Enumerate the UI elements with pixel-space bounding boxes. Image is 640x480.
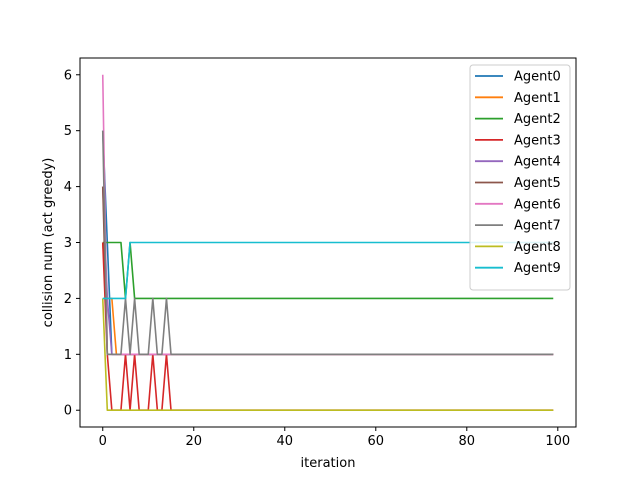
legend-label: Agent2 bbox=[514, 112, 561, 127]
x-tick-label: 80 bbox=[459, 434, 476, 449]
y-tick-label: 3 bbox=[64, 236, 72, 251]
legend-label: Agent4 bbox=[514, 155, 561, 170]
x-tick-label: 0 bbox=[99, 434, 107, 449]
y-tick-label: 1 bbox=[64, 348, 72, 363]
y-axis-ticks: 0 1 2 3 4 5 6 bbox=[64, 68, 80, 419]
y-axis-label: collision num (act greedy) bbox=[41, 158, 56, 328]
y-tick-label: 4 bbox=[64, 180, 72, 195]
series-layer bbox=[101, 74, 554, 412]
y-tick-label: 5 bbox=[64, 124, 72, 139]
y-tick-label: 0 bbox=[64, 404, 72, 419]
legend-label: Agent7 bbox=[514, 219, 561, 234]
legend-label: Agent0 bbox=[514, 70, 561, 85]
legend-box bbox=[469, 64, 571, 291]
legend-label: Agent6 bbox=[514, 197, 561, 212]
series-line-agent7 bbox=[101, 130, 554, 356]
y-tick-label: 2 bbox=[64, 292, 72, 307]
legend-label: Agent8 bbox=[514, 240, 561, 255]
legend-label: Agent5 bbox=[514, 176, 561, 191]
y-tick-label: 6 bbox=[64, 68, 72, 83]
series-line-agent9 bbox=[102, 241, 554, 300]
legend: Agent0 Agent1 Agent2 Agent3 Agent4 Agent5 Agen… bbox=[469, 64, 571, 291]
legend-label: Agent9 bbox=[514, 261, 561, 276]
x-tick-label: 20 bbox=[185, 434, 202, 449]
legend-label: Agent3 bbox=[514, 133, 561, 148]
x-tick-label: 60 bbox=[368, 434, 385, 449]
x-axis-label: iteration bbox=[301, 456, 356, 471]
x-tick-label: 40 bbox=[276, 434, 293, 449]
series-line-agent8 bbox=[101, 298, 554, 412]
legend-label: Agent1 bbox=[514, 91, 561, 106]
x-axis-ticks: 0 20 40 60 80 100 bbox=[99, 427, 570, 449]
x-tick-label: 100 bbox=[545, 434, 570, 449]
